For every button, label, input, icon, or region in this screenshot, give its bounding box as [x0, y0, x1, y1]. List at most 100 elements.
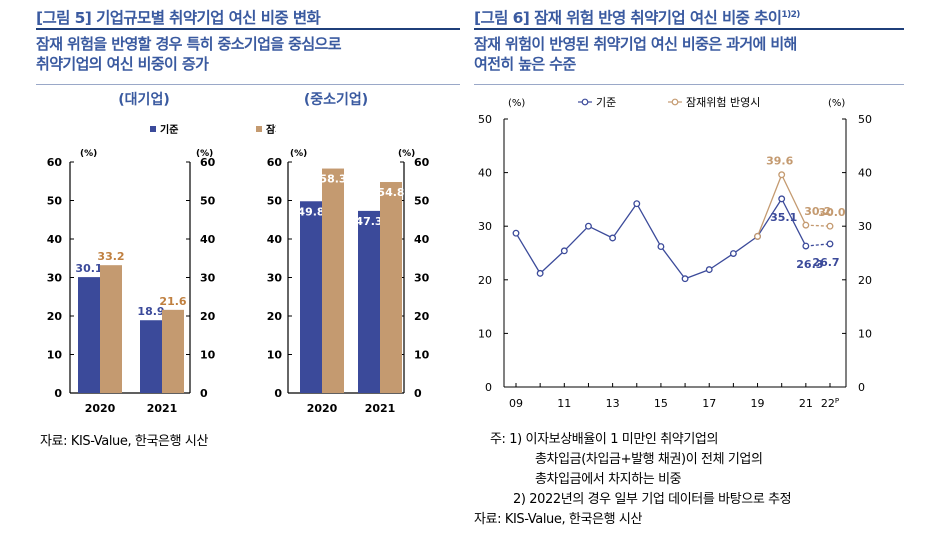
data-label: 30.1	[75, 262, 102, 275]
series-segment-base	[636, 203, 662, 247]
data-label: 33.2	[97, 250, 124, 263]
series-segment-base	[539, 250, 565, 274]
series-segment-base	[684, 269, 710, 280]
y-tick-label-left: 0	[485, 381, 492, 394]
legend-swatch-risk	[256, 126, 262, 132]
figure-5-subtitle-line-2: 취약기업의 여신 비중이 증가	[36, 55, 209, 73]
figure-6-note-1c: 총차입금에서 차지하는 비중	[535, 472, 682, 487]
y-tick-label-right: 20	[858, 274, 872, 287]
data-label-risk-2022: 30.0	[818, 206, 845, 219]
vulnerable-firm-line-chart: (%) (%) 기준 잠재위험 반영시 0 0 10 10 20 20 30 30 40 40 50 50 09…	[478, 96, 872, 410]
unit-left-label: (%)	[290, 149, 307, 159]
point-base-2015	[657, 243, 665, 251]
data-label: 58.3	[319, 173, 346, 186]
y-tick-label-right: 60	[200, 156, 216, 169]
data-label-risk-2021: 30.2	[804, 205, 831, 218]
legend-label-risk: 잠재위험 반영시	[266, 123, 276, 136]
x-tick-label: 22P	[821, 397, 839, 410]
y-tick-label-right: 20	[200, 310, 216, 323]
x-tick-label: 13	[606, 397, 620, 410]
point-base-2021	[802, 242, 810, 250]
y-tick-label-left: 20	[47, 310, 63, 323]
bar-2020-base	[78, 277, 100, 393]
y-tick-label-right: 10	[200, 349, 216, 362]
y-tick-label-left: 0	[54, 387, 62, 400]
y-tick-label-left: 10	[47, 349, 63, 362]
point-risk-2022	[826, 222, 834, 230]
y-tick-label-left: 30	[478, 220, 492, 233]
y-tick-label-right: 30	[200, 272, 216, 285]
x-tick-label: 19	[751, 397, 765, 410]
point-base-2020	[778, 195, 786, 203]
y-tick-label-right: 10	[858, 327, 872, 340]
figure-6-subtitle-line-1: 잠재 위험이 반영된 취약기업 여신 비중은 과거에 비해	[474, 35, 797, 53]
x-tick-label: 17	[702, 397, 716, 410]
point-base-2012	[585, 222, 592, 230]
y-tick-label-left: 50	[478, 113, 492, 126]
figure-5-panel: [그림 5] 기업규모별 취약기업 여신 비중 변화 잠재 위험을 반영할 경우…	[36, 0, 460, 74]
data-label: 47.3	[355, 215, 382, 228]
figure-6-note-1: 주: 1) 이자보상배율이 1 미만인 취약기업의	[490, 432, 719, 447]
chart-title: (대기업)	[118, 92, 169, 108]
unit-right-label: (%)	[828, 98, 845, 109]
x-tick-label: 2021	[365, 402, 396, 415]
y-tick-label-right: 40	[414, 233, 430, 246]
legend-marker-base	[581, 98, 589, 106]
series-segment-base	[781, 198, 807, 247]
y-tick-label-right: 30	[414, 272, 430, 285]
series-segment-base	[805, 243, 831, 247]
point-base-2010	[536, 269, 544, 277]
series-segment-base	[756, 198, 783, 237]
legend-swatch-base	[150, 126, 156, 132]
unit-right-label: (%)	[398, 149, 415, 159]
series-segment-base	[612, 203, 638, 239]
series-segment-base	[563, 225, 589, 252]
bar-2021-risk	[162, 309, 184, 393]
y-tick-label-right: 0	[200, 387, 208, 400]
series-segment-risk	[756, 174, 783, 237]
y-tick-label-right: 0	[414, 387, 422, 400]
point-base-2016	[681, 275, 689, 283]
figure-6-title-text: [그림 6] 잠재 위험 반영 취약기업 여신 비중 추이	[474, 9, 782, 27]
series-segment-base	[588, 225, 613, 239]
series-segment-base	[733, 235, 758, 255]
legend-label-risk: 잠재위험 반영시	[686, 96, 760, 109]
y-tick-label-left: 30	[267, 272, 283, 285]
figure-6-subtitle-line-2: 여전히 높은 수준	[474, 55, 576, 73]
x-tick-label: 2021	[147, 402, 178, 415]
bar-2021-base	[140, 320, 162, 393]
y-tick-label-left: 60	[267, 156, 283, 169]
figure-6-title-rule	[474, 28, 904, 30]
y-tick-label-left: 20	[478, 274, 492, 287]
y-tick-label-left: 30	[47, 272, 63, 285]
figure-6-note-2: 2) 2022년의 경우 일부 기업 데이터를 바탕으로 추정	[513, 492, 792, 507]
figure-5-source: 자료: KIS-Value, 한국은행 시산	[40, 434, 209, 449]
point-risk-2020	[778, 171, 786, 179]
y-tick-label-right: 60	[414, 156, 430, 169]
point-risk-2021	[802, 221, 810, 229]
data-label-base-2021: 26.3	[796, 258, 823, 271]
x-tick-label: 15	[654, 397, 668, 410]
figure-6-subtitle-rule	[474, 84, 904, 85]
series-segment-risk	[805, 224, 831, 227]
figure-5-title: [그림 5] 기업규모별 취약기업 여신 비중 변화	[36, 9, 321, 27]
y-tick-label-left: 60	[47, 156, 63, 169]
series-segment-risk	[781, 174, 807, 226]
figure-6-source: 자료: KIS-Value, 한국은행 시산	[474, 512, 643, 527]
figure-6-panel: [그림 6] 잠재 위험 반영 취약기업 여신 비중 추이1)2) 잠재 위험이…	[474, 0, 904, 74]
data-label: 21.6	[159, 295, 186, 308]
chart-title: (중소기업)	[304, 92, 368, 108]
point-base-2017	[705, 266, 713, 274]
series-segment-base	[708, 252, 734, 271]
data-label-risk-2020: 39.6	[766, 155, 793, 168]
y-tick-label-right: 50	[200, 195, 216, 208]
bar-2020-risk	[100, 265, 122, 393]
x-tick-label: 09	[509, 397, 523, 410]
bar-2020-base	[300, 201, 322, 393]
data-label: 49.8	[297, 205, 324, 218]
y-tick-label-left: 40	[267, 233, 283, 246]
y-tick-label-right: 0	[858, 381, 865, 394]
y-tick-label-right: 50	[858, 113, 872, 126]
y-tick-label-left: 40	[478, 167, 492, 180]
